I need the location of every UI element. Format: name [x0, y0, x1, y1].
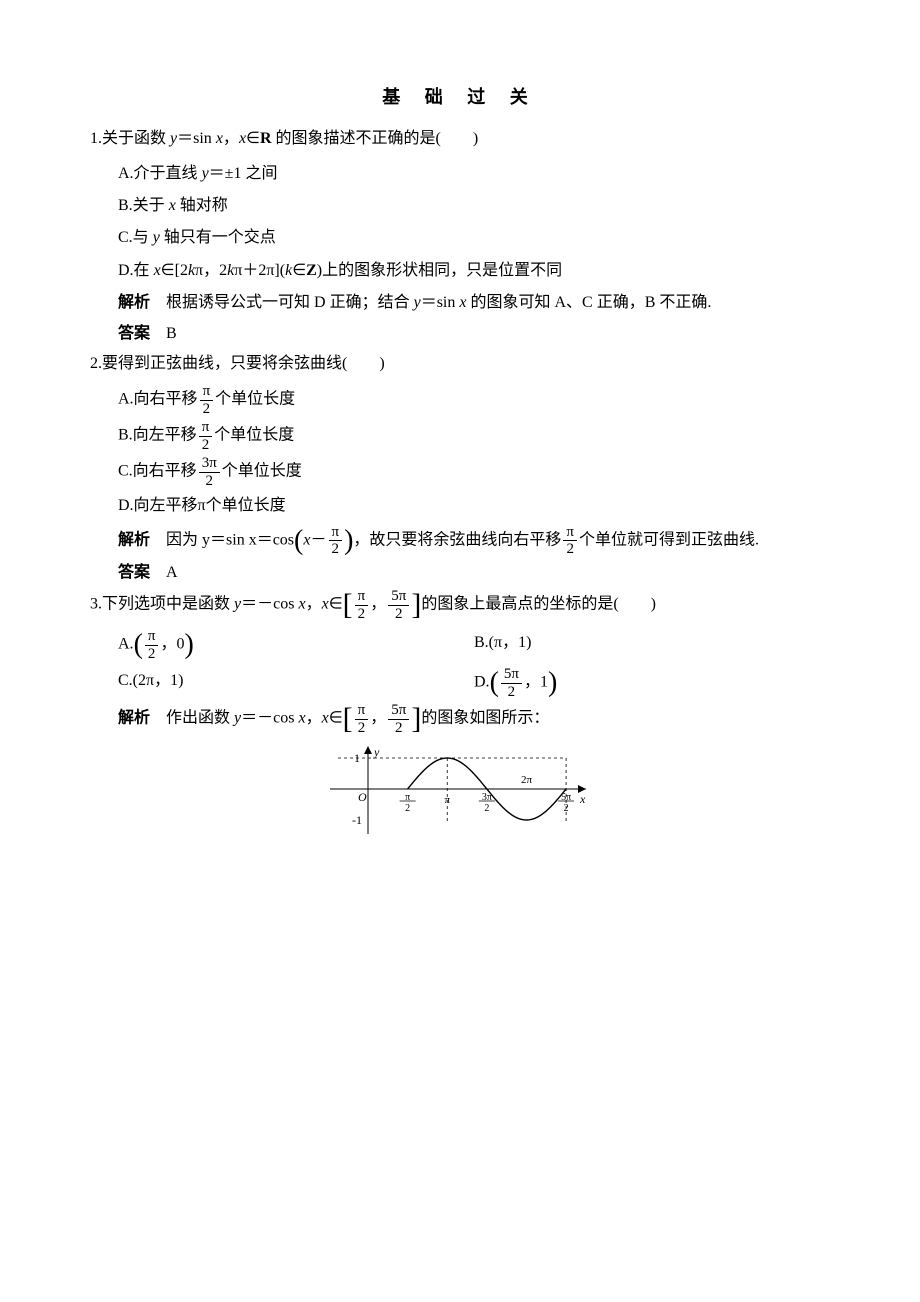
- q3-a-post: ，0: [160, 636, 184, 653]
- q3-ana-ub: 5π2: [388, 702, 409, 736]
- q1-stem-post: 的图象描述不正确的是( ): [272, 130, 479, 147]
- q1-opt-d: D.在 x∈[2kπ，2kπ＋2π](k∈Z)上的图象形状相同，只是位置不同: [118, 256, 830, 286]
- q3-comma: ，: [370, 596, 386, 613]
- q1-opt-a: A.介于直线 y＝±1 之间: [118, 159, 830, 189]
- q3-d-post: ，1: [524, 674, 548, 691]
- svg-text:O: O: [358, 790, 367, 804]
- q3-graph: 1-1Oxyπ2π3π22π5π2: [90, 744, 830, 845]
- q3-ana-comma: ，: [370, 710, 386, 727]
- q1-stem-math: y＝sin x，x∈R: [170, 130, 272, 147]
- q3-opt-b: B.(π，1): [474, 628, 830, 662]
- q2-ana-post: 个单位就可得到正弦曲线.: [579, 531, 759, 548]
- q3-analysis: 解析 作出函数 y＝－cos x，x∈[π2，5π2]的图象如图所示：: [90, 702, 830, 736]
- question-1: 1.关于函数 y＝sin x，x∈R 的图象描述不正确的是( ): [90, 124, 830, 154]
- q2-ana-inner: x－: [303, 531, 326, 548]
- q3-a-pre: A.: [118, 636, 134, 653]
- q2-c-pre: C.向右平移: [118, 463, 197, 480]
- q2-stem: 要得到正弦曲线，只要将余弦曲线( ): [102, 355, 385, 372]
- q3-d-pre: D.: [474, 674, 490, 691]
- q3-number: 3.: [90, 596, 102, 613]
- q2-answer: 答案 A: [90, 558, 830, 588]
- q3-d-frac: 5π2: [501, 666, 522, 700]
- q1-opt-c: C.与 y 轴只有一个交点: [118, 223, 830, 253]
- q1-answer: 答案 B: [90, 319, 830, 349]
- q1-opt-b: B.关于 x 轴对称: [118, 191, 830, 221]
- q2-b-pre: B.向左平移: [118, 427, 197, 444]
- answer-label: 答案: [118, 325, 150, 342]
- q2-a-pre: A.向右平移: [118, 391, 198, 408]
- q3-ub-frac: 5π2: [388, 588, 409, 622]
- q2-answer-value: A: [166, 564, 178, 581]
- q3-ana-post: 的图象如图所示：: [421, 710, 549, 727]
- q3-ana-lb: π2: [355, 702, 369, 736]
- q2-ana-mid: ，故只要将余弦曲线向右平移: [353, 531, 561, 548]
- q2-analysis: 解析 因为 y＝sin x＝cos(x－π2)，故只要将余弦曲线向右平移π2个单…: [90, 524, 830, 558]
- q2-b-frac: π2: [199, 419, 213, 453]
- svg-text:y: y: [373, 745, 380, 759]
- q2-options: A.向右平移π2个单位长度 B.向左平移π2个单位长度 C.向右平移3π2个单位…: [90, 383, 830, 521]
- analysis-label: 解析: [118, 294, 150, 311]
- q2-c-frac: 3π2: [199, 455, 220, 489]
- q2-ana-frac2: π2: [563, 524, 577, 558]
- q2-opt-b: B.向左平移π2个单位长度: [118, 419, 830, 453]
- q1-number: 1.: [90, 130, 102, 147]
- q2-c-post: 个单位长度: [222, 463, 302, 480]
- q3-opt-a: A.(π2，0): [118, 628, 474, 662]
- q1-stem-pre: 关于函数: [102, 130, 170, 147]
- svg-text:2: 2: [564, 803, 569, 814]
- svg-text:2π: 2π: [521, 774, 533, 786]
- q3-a-frac: π2: [145, 628, 159, 662]
- q2-ana-frac1: π2: [329, 524, 343, 558]
- q2-a-frac: π2: [200, 383, 214, 417]
- question-2: 2.要得到正弦曲线，只要将余弦曲线( ): [90, 349, 830, 379]
- svg-text:π: π: [444, 794, 450, 806]
- q3-options: A.(π2，0) B.(π，1) C.(2π，1) D.(5π2，1): [90, 626, 830, 702]
- q2-ana-pre: 因为 y＝sin x＝cos: [166, 531, 294, 548]
- q2-opt-c: C.向右平移3π2个单位长度: [118, 455, 830, 489]
- svg-text:-1: -1: [352, 813, 362, 827]
- analysis-label: 解析: [118, 710, 150, 727]
- svg-text:x: x: [579, 792, 586, 806]
- q3-lb-frac: π2: [355, 588, 369, 622]
- q3-stem-post: 的图象上最高点的坐标的是( ): [421, 596, 656, 613]
- graph-svg: 1-1Oxyπ2π3π22π5π2: [330, 744, 590, 834]
- q2-a-post: 个单位长度: [215, 391, 295, 408]
- q2-opt-a: A.向右平移π2个单位长度: [118, 383, 830, 417]
- svg-text:1: 1: [354, 751, 360, 765]
- q2-opt-d: D.向左平移π个单位长度: [118, 491, 830, 521]
- svg-text:2: 2: [405, 803, 410, 814]
- analysis-label: 解析: [118, 531, 150, 548]
- q2-b-post: 个单位长度: [214, 427, 294, 444]
- svg-text:2: 2: [484, 803, 489, 814]
- q1-options: A.介于直线 y＝±1 之间 B.关于 x 轴对称 C.与 y 轴只有一个交点 …: [90, 159, 830, 287]
- question-3: 3.下列选项中是函数 y＝－cos x，x∈[π2，5π2]的图象上最高点的坐标…: [90, 588, 830, 622]
- q1-analysis: 解析 根据诱导公式一可知 D 正确；结合 y＝sin x 的图象可知 A、C 正…: [90, 288, 830, 318]
- q3-opt-c: C.(2π，1): [118, 666, 474, 700]
- answer-label: 答案: [118, 564, 150, 581]
- q1-answer-value: B: [166, 325, 177, 342]
- q2-number: 2.: [90, 355, 102, 372]
- q3-opt-d: D.(5π2，1): [474, 666, 830, 700]
- page-title: 基 础 过 关: [90, 80, 830, 114]
